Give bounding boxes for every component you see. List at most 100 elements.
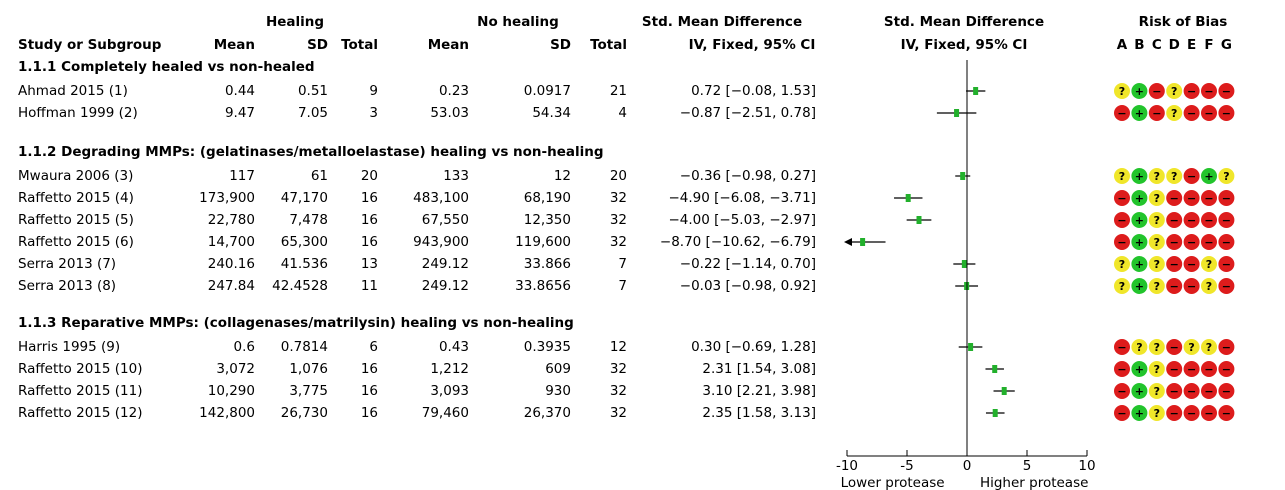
ci-label: −8.70 [−10.62, −6.79] xyxy=(660,234,816,250)
rob-circle xyxy=(1166,105,1183,121)
rob-symbol: ? xyxy=(1119,170,1125,183)
rob-symbol: − xyxy=(1204,85,1213,98)
rob-symbol: − xyxy=(1187,85,1196,98)
rob-circle xyxy=(1166,212,1183,228)
header: Total xyxy=(590,37,627,53)
rob-symbol: ? xyxy=(1171,107,1177,120)
rob-symbol: − xyxy=(1222,385,1231,398)
cell: 14,700 xyxy=(208,234,255,250)
cell: 943,900 xyxy=(413,234,469,250)
cell: 6 xyxy=(369,339,378,355)
rob-symbol: − xyxy=(1117,341,1126,354)
rob-symbol: − xyxy=(1222,236,1231,249)
x-tick-label: -5 xyxy=(900,458,913,474)
cell: 16 xyxy=(361,190,378,206)
cell: 16 xyxy=(361,383,378,399)
rob-circle xyxy=(1201,405,1217,421)
cell: 7,478 xyxy=(289,212,328,228)
rob-circle xyxy=(1131,212,1148,228)
cell: 0.43 xyxy=(439,339,469,355)
rob-symbol: − xyxy=(1204,407,1213,420)
rob-circle xyxy=(1131,405,1148,421)
study-name: Ahmad 2015 (1) xyxy=(18,83,128,99)
rob-circle xyxy=(1183,256,1200,272)
header: Healing xyxy=(266,14,324,30)
rob-domain: F xyxy=(1204,37,1213,53)
rob-circle xyxy=(1114,405,1130,421)
rob-symbol: − xyxy=(1117,363,1126,376)
cell: 42.4528 xyxy=(272,278,328,294)
group-title: 1.1.3 Reparative MMPs: (collagenases/mat… xyxy=(18,315,574,331)
rob-circle xyxy=(1183,83,1200,99)
rob-circle xyxy=(1131,190,1148,206)
rob-circle xyxy=(1148,405,1165,421)
cell: 483,100 xyxy=(413,190,469,206)
cell: 249.12 xyxy=(422,278,469,294)
cell: 119,600 xyxy=(515,234,571,250)
rob-circle xyxy=(1114,361,1130,377)
rob-circle xyxy=(1114,234,1130,250)
study-name: Raffetto 2015 (4) xyxy=(18,190,134,206)
rob-circle xyxy=(1183,339,1200,355)
rob-symbol: − xyxy=(1170,236,1179,249)
rob-symbol: − xyxy=(1222,85,1231,98)
rob-circle xyxy=(1148,383,1165,399)
cell: 41.536 xyxy=(281,256,328,272)
cell: 4 xyxy=(618,105,627,121)
rob-circle xyxy=(1148,190,1165,206)
rob-circle xyxy=(1183,234,1200,250)
rob-circle xyxy=(1148,105,1165,121)
rob-circle xyxy=(1201,234,1217,250)
cell: 247.84 xyxy=(208,278,255,294)
header: Std. Mean Difference xyxy=(884,14,1044,30)
rob-circle xyxy=(1166,256,1183,272)
rob-circle xyxy=(1183,361,1200,377)
rob-circle xyxy=(1131,361,1148,377)
ci-label: −4.00 [−5.03, −2.97] xyxy=(668,212,816,228)
cell: 9.47 xyxy=(225,105,255,121)
ci-label: −0.22 [−1.14, 0.70] xyxy=(680,256,816,272)
rob-circle xyxy=(1183,405,1200,421)
rob-symbol: ? xyxy=(1154,214,1160,227)
rob-circle xyxy=(1201,278,1217,294)
ci-label: 3.10 [2.21, 3.98] xyxy=(702,383,816,399)
cell: 54.34 xyxy=(532,105,571,121)
rob-symbol: − xyxy=(1170,341,1179,354)
rob-symbol: ? xyxy=(1154,363,1160,376)
ci-label: 2.35 [1.58, 3.13] xyxy=(702,405,816,421)
rob-domain: C xyxy=(1152,37,1162,53)
point-estimate xyxy=(1001,387,1007,395)
rob-symbol: + xyxy=(1135,192,1144,205)
rob-circle xyxy=(1131,83,1148,99)
cell: 12 xyxy=(610,339,627,355)
cell: 32 xyxy=(610,383,627,399)
cell: 142,800 xyxy=(199,405,255,421)
cell: 26,730 xyxy=(281,405,328,421)
rob-symbol: + xyxy=(1135,280,1144,293)
rob-circle xyxy=(1218,105,1235,121)
x-label: Lower protease xyxy=(841,475,945,490)
cell: 3,775 xyxy=(289,383,328,399)
rob-circle xyxy=(1148,168,1165,184)
rob-circle xyxy=(1114,83,1130,99)
cell: 65,300 xyxy=(281,234,328,250)
point-estimate xyxy=(860,238,866,246)
cell: 32 xyxy=(610,361,627,377)
cell: 117 xyxy=(229,168,255,184)
rob-domain: B xyxy=(1134,37,1144,53)
rob-symbol: − xyxy=(1187,107,1196,120)
rob-symbol: − xyxy=(1187,280,1196,293)
cell: 47,170 xyxy=(281,190,328,206)
cell: 32 xyxy=(610,234,627,250)
header: Mean xyxy=(214,37,255,53)
rob-circle xyxy=(1201,105,1217,121)
rob-symbol: − xyxy=(1204,363,1213,376)
cell: 0.23 xyxy=(439,83,469,99)
cell: 12 xyxy=(554,168,571,184)
rob-symbol: − xyxy=(1222,107,1231,120)
study-name: Serra 2013 (8) xyxy=(18,278,116,294)
x-label: Higher protease xyxy=(980,475,1088,490)
rob-circle xyxy=(1148,234,1165,250)
rob-symbol: ? xyxy=(1119,85,1125,98)
rob-circle xyxy=(1114,105,1130,121)
